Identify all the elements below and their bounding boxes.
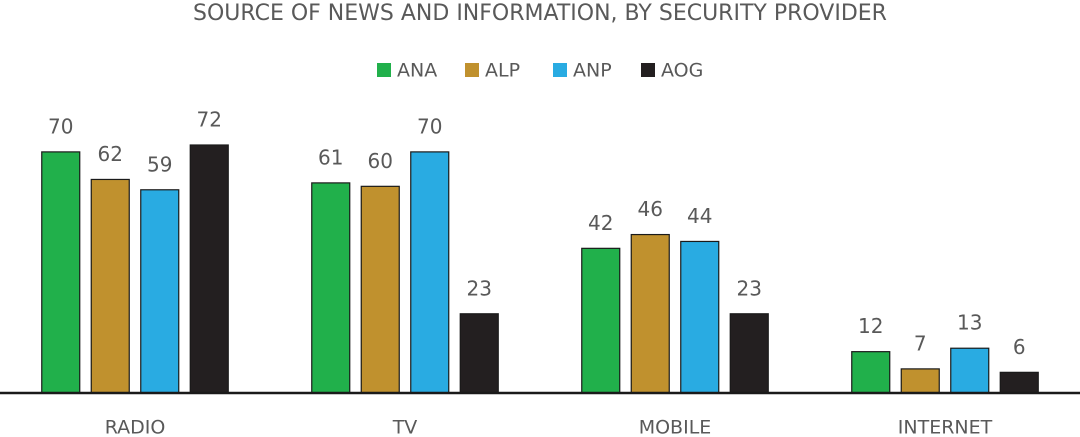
bar	[140, 189, 180, 394]
value-label: 23	[737, 276, 762, 300]
legend-label: ALP	[485, 60, 520, 82]
bar	[999, 371, 1039, 394]
value-label: 61	[318, 145, 343, 169]
bar	[900, 368, 940, 394]
bar	[360, 185, 400, 394]
x-tick-label: INTERNET	[898, 417, 993, 437]
legend-label: ANA	[397, 60, 437, 82]
bar	[311, 182, 351, 394]
value-label: 46	[638, 197, 663, 221]
value-label: 59	[147, 152, 172, 176]
value-label: 7	[914, 331, 927, 355]
legend-label: AOG	[661, 60, 703, 82]
bar	[41, 151, 81, 394]
bar	[90, 178, 130, 394]
bar	[630, 233, 670, 394]
bar	[581, 247, 621, 394]
value-label: 23	[467, 276, 492, 300]
bar	[410, 151, 450, 394]
bar	[950, 347, 990, 394]
value-label: 72	[197, 108, 222, 132]
value-label: 13	[957, 311, 982, 335]
bar	[680, 240, 720, 394]
value-label: 6	[1013, 335, 1026, 359]
legend-label: ANP	[573, 60, 612, 82]
x-tick-label: TV	[392, 417, 418, 437]
value-label: 44	[687, 204, 712, 228]
value-label: 42	[588, 211, 613, 235]
legend-swatch	[641, 63, 655, 77]
legend-swatch	[377, 63, 391, 77]
value-label: 70	[48, 114, 73, 138]
legend-swatch	[553, 63, 567, 77]
bar	[459, 313, 499, 394]
bar	[729, 313, 769, 394]
chart-title: SOURCE OF NEWS AND INFORMATION, BY SECUR…	[193, 1, 887, 26]
x-tick-label: RADIO	[105, 417, 166, 437]
value-label: 62	[98, 142, 123, 166]
bar	[851, 351, 891, 394]
legend-swatch	[465, 63, 479, 77]
value-label: 60	[368, 149, 393, 173]
x-tick-label: MOBILE	[639, 417, 712, 437]
value-label: 70	[417, 114, 442, 138]
bar	[189, 144, 229, 394]
value-label: 12	[858, 314, 883, 338]
